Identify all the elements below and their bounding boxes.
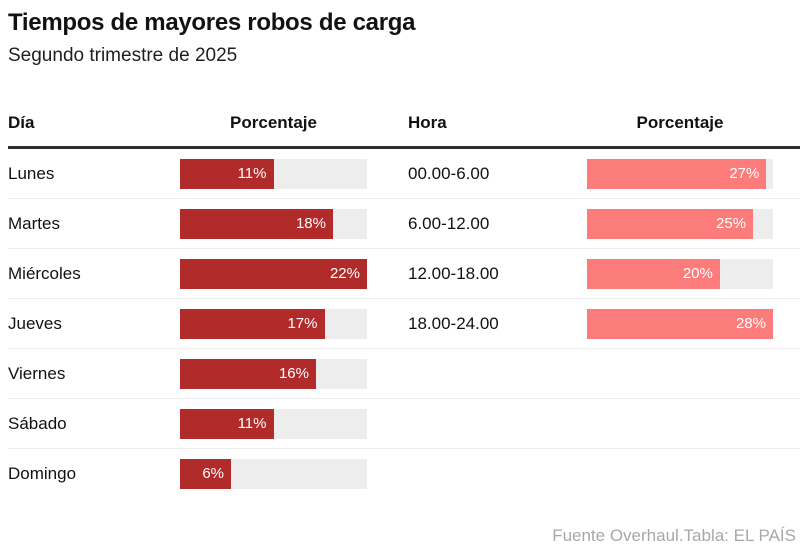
day-bar-track: 22% [180,258,367,289]
day-bar-value: 22% [329,265,360,283]
day-bar-track: 18% [180,208,367,239]
hour-bar-fill: 28% [587,308,773,339]
day-label: Domingo [8,463,77,483]
day-bar-track: 11% [180,158,367,189]
hour-bar-track: 27% [587,158,773,189]
table-row: Sábado 11% [8,399,800,450]
table-rows: Lunes 11% 00.00-6.00 27% Martes 18% 6.00-12.00… [8,149,800,498]
day-label: Jueves [8,313,62,333]
day-bar-track: 6% [180,458,367,489]
hour-bar-fill: 25% [587,208,754,239]
day-bar-value: 18% [295,215,326,233]
day-bar-fill: 22% [180,258,367,289]
hour-label: 6.00-12.00 [408,213,490,233]
day-bar-value: 16% [278,365,309,383]
hour-bar-track [587,459,773,489]
day-bar-fill: 16% [180,358,316,389]
day-bar-value: 17% [287,315,318,333]
day-label: Lunes [8,163,55,183]
table-row: Lunes 11% 00.00-6.00 27% [8,149,800,200]
column-header-hour-percentage: Porcentaje [636,112,724,132]
hour-label: 00.00-6.00 [408,163,490,183]
day-label: Martes [8,213,60,233]
day-bar-track: 11% [180,408,367,439]
page-subtitle: Segundo trimestre de 2025 [8,45,238,67]
hour-bar-value: 25% [716,215,747,233]
hour-bar-track: 28% [587,308,773,339]
day-label: Sábado [8,413,67,433]
hour-bar-track [587,409,773,439]
hour-bar-track: 20% [587,258,773,289]
table-header-row: Día Porcentaje Hora Porcentaje [8,105,800,150]
table-row: Viernes 16% [8,349,800,400]
day-bar-fill: 18% [180,208,333,239]
day-label: Miércoles [8,263,81,283]
hour-bar-value: 28% [735,315,766,333]
day-bar-value: 11% [237,415,267,433]
hour-bar-track: 25% [587,208,773,239]
table-row: Jueves 17% 18.00-24.00 28% [8,299,800,350]
hour-bar-track [587,359,773,389]
table-row: Martes 18% 6.00-12.00 25% [8,199,800,250]
table-row: Miércoles 22% 12.00-18.00 20% [8,249,800,300]
table-row: Domingo 6% [8,449,800,498]
day-bar-fill: 17% [180,308,325,339]
day-bar-track: 16% [180,358,367,389]
day-bar-value: 6% [202,465,224,483]
column-header-hour: Hora [408,112,447,132]
chart-table: Día Porcentaje Hora Porcentaje Lunes 11% 0… [8,105,800,498]
column-header-day: Día [8,112,35,132]
hour-bar-fill: 27% [587,158,767,189]
day-bar-fill: 6% [180,458,231,489]
day-label: Viernes [8,363,66,383]
day-bar-track: 17% [180,308,367,339]
hour-bar-value: 27% [729,165,760,183]
hour-bar-value: 20% [682,265,713,283]
day-bar-fill: 11% [180,158,274,189]
page-title: Tiempos de mayores robos de carga [8,9,416,36]
hour-label: 18.00-24.00 [408,313,499,333]
hour-label: 12.00-18.00 [408,263,499,283]
day-bar-fill: 11% [180,408,274,439]
hour-bar-fill: 20% [587,258,720,289]
column-header-day-percentage: Porcentaje [230,112,317,132]
day-bar-value: 11% [237,165,267,183]
source-credit: Fuente Overhaul.Tabla: EL PAÍS [552,526,796,545]
